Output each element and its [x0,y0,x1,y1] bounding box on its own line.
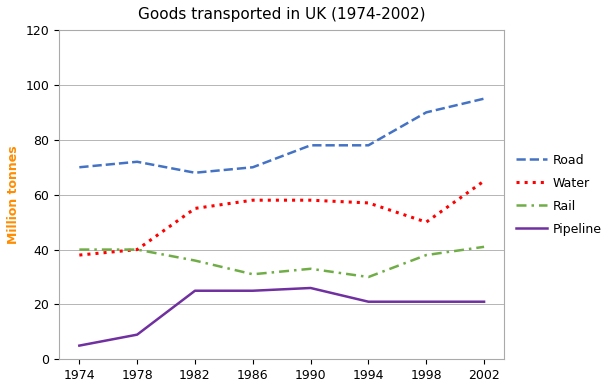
Pipeline [192,288,199,293]
Rail [249,272,257,277]
Pipeline [422,300,430,304]
Water [307,198,314,203]
Road [365,143,372,148]
Water [133,247,141,252]
Rail [76,247,83,252]
Road [422,110,430,115]
Water [365,201,372,205]
Pipeline [307,286,314,290]
Pipeline [480,300,488,304]
Pipeline [365,300,372,304]
Water [192,206,199,211]
Road [480,96,488,101]
Rail [365,275,372,279]
Rail [192,258,199,263]
Pipeline [249,288,257,293]
Legend: Road, Water, Rail, Pipeline: Road, Water, Rail, Pipeline [511,149,607,241]
Rail [480,245,488,249]
Road [307,143,314,148]
Title: Goods transported in UK (1974-2002): Goods transported in UK (1974-2002) [138,7,426,22]
Rail [133,247,141,252]
Y-axis label: Million tonnes: Million tonnes [7,145,20,244]
Pipeline [76,343,83,348]
Road [133,159,141,164]
Rail [422,253,430,258]
Line: Water: Water [79,181,484,255]
Pipeline [133,332,141,337]
Water [249,198,257,203]
Road [249,165,257,170]
Rail [307,266,314,271]
Water [480,179,488,183]
Water [422,220,430,224]
Line: Rail: Rail [79,247,484,277]
Line: Road: Road [79,99,484,173]
Water [76,253,83,258]
Line: Pipeline: Pipeline [79,288,484,345]
Road [76,165,83,170]
Road [192,170,199,175]
